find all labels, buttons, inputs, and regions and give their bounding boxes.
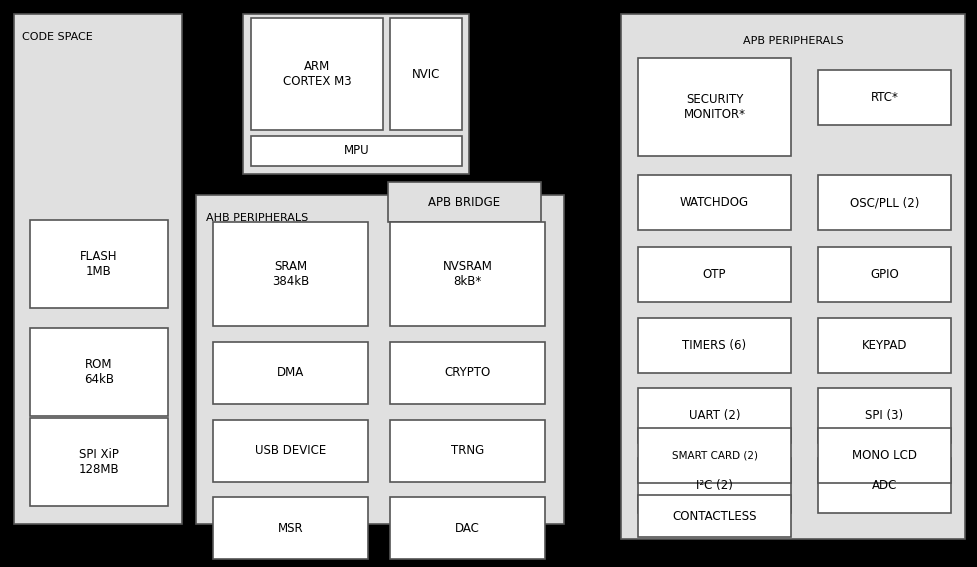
- Bar: [637, 428, 790, 483]
- Bar: [251, 18, 383, 130]
- Text: OTP: OTP: [702, 268, 726, 281]
- Text: APB PERIPHERALS: APB PERIPHERALS: [742, 36, 842, 46]
- Bar: [213, 497, 367, 559]
- Text: SPI XiP
128MB: SPI XiP 128MB: [78, 448, 119, 476]
- Text: MPU: MPU: [343, 145, 369, 158]
- Bar: [388, 182, 540, 222]
- Text: SECURITY
MONITOR*: SECURITY MONITOR*: [683, 93, 744, 121]
- Text: I²C (2): I²C (2): [696, 479, 732, 492]
- Bar: [817, 318, 950, 373]
- Text: CONTACTLESS: CONTACTLESS: [671, 510, 756, 523]
- Text: ADC: ADC: [871, 479, 896, 492]
- Bar: [251, 136, 461, 166]
- Bar: [620, 14, 964, 539]
- Bar: [390, 420, 544, 482]
- Text: TRNG: TRNG: [450, 445, 484, 458]
- Bar: [30, 328, 168, 416]
- Bar: [30, 220, 168, 308]
- Text: KEYPAD: KEYPAD: [861, 339, 907, 352]
- Bar: [817, 175, 950, 230]
- Text: SMART CARD (2): SMART CARD (2): [671, 451, 757, 460]
- Bar: [390, 342, 544, 404]
- Bar: [817, 388, 950, 443]
- Bar: [637, 318, 790, 373]
- Bar: [213, 222, 367, 326]
- Bar: [242, 14, 469, 174]
- Bar: [14, 14, 182, 524]
- Text: NVIC: NVIC: [411, 67, 440, 81]
- Text: UART (2): UART (2): [688, 409, 740, 422]
- Text: WATCHDOG: WATCHDOG: [679, 196, 748, 209]
- Text: RTC*: RTC*: [870, 91, 898, 104]
- Bar: [637, 495, 790, 537]
- Bar: [817, 70, 950, 125]
- Bar: [390, 497, 544, 559]
- Text: TIMERS (6): TIMERS (6): [682, 339, 745, 352]
- Bar: [637, 388, 790, 443]
- Bar: [213, 342, 367, 404]
- Bar: [390, 222, 544, 326]
- Text: CRYPTO: CRYPTO: [444, 366, 490, 379]
- Bar: [637, 247, 790, 302]
- Bar: [637, 58, 790, 156]
- Bar: [817, 458, 950, 513]
- Text: OSC/PLL (2): OSC/PLL (2): [849, 196, 918, 209]
- Bar: [637, 458, 790, 513]
- Text: AHB PERIPHERALS: AHB PERIPHERALS: [206, 213, 308, 223]
- Text: APB BRIDGE: APB BRIDGE: [428, 196, 500, 209]
- Bar: [390, 18, 461, 130]
- Bar: [637, 175, 790, 230]
- Text: SPI (3): SPI (3): [865, 409, 903, 422]
- Bar: [195, 195, 564, 524]
- Bar: [30, 418, 168, 506]
- Text: MONO LCD: MONO LCD: [851, 449, 916, 462]
- Text: DAC: DAC: [454, 522, 480, 535]
- Text: ROM
64kB: ROM 64kB: [84, 358, 114, 386]
- Bar: [213, 420, 367, 482]
- Text: DMA: DMA: [276, 366, 304, 379]
- Text: NVSRAM
8kB*: NVSRAM 8kB*: [443, 260, 492, 288]
- Bar: [817, 247, 950, 302]
- Bar: [817, 428, 950, 483]
- Text: FLASH
1MB: FLASH 1MB: [80, 250, 117, 278]
- Text: SRAM
384kB: SRAM 384kB: [272, 260, 309, 288]
- Text: ARM
CORTEX M3: ARM CORTEX M3: [282, 60, 351, 88]
- Text: MSR: MSR: [277, 522, 303, 535]
- Text: GPIO: GPIO: [870, 268, 898, 281]
- Text: USB DEVICE: USB DEVICE: [255, 445, 325, 458]
- Text: CODE SPACE: CODE SPACE: [21, 32, 93, 42]
